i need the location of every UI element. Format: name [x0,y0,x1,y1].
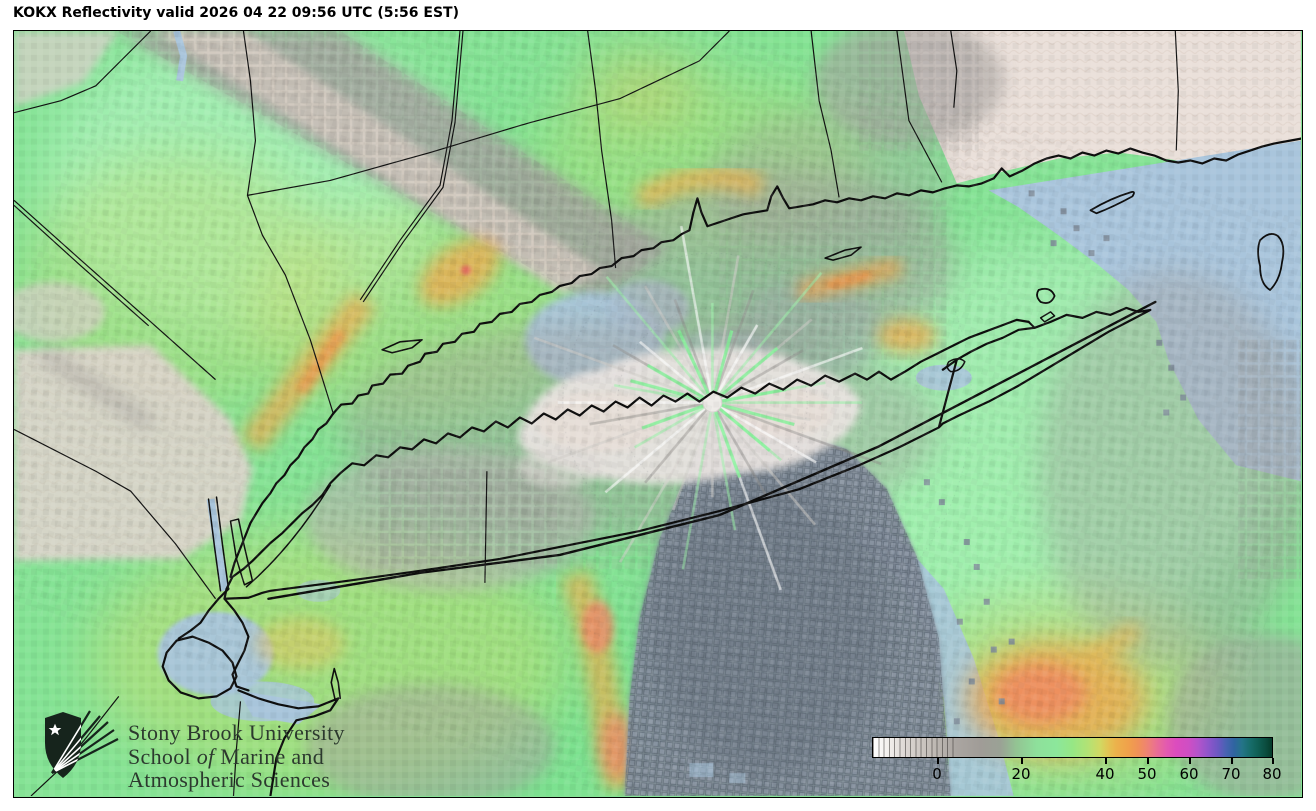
colorbar-tick [1189,758,1191,764]
sbu-shield-icon [45,710,119,778]
colorbar-tick [1021,758,1023,764]
sbu-logo-text: Stony Brook University School of Marine … [128,721,345,792]
radar-map [14,31,1301,796]
pixel-grain-overlay [14,31,1301,796]
colorbar-tick-label: 40 [1095,765,1115,783]
colorbar-tick [1272,758,1274,764]
logo-line-2: School of Marine and [128,743,325,769]
colorbar-tick [1105,758,1107,764]
logo-line-3: Atmospheric Sciences [128,767,331,792]
colorbar-tick-label: 20 [1011,765,1031,783]
sbu-logo: Stony Brook University School of Marine … [42,709,345,792]
radar-map-frame: 0 20 40 50 60 70 80 [13,30,1303,798]
colorbar-tick [1231,758,1233,764]
colorbar-tick-label: 50 [1137,765,1157,783]
colorbar-tick [937,758,939,764]
colorbar [872,737,1273,758]
colorbar-tick-label: 0 [932,765,942,783]
logo-line-1: Stony Brook University [128,720,345,745]
colorbar-tick [1147,758,1149,764]
page-title: KOKX Reflectivity valid 2026 04 22 09:56… [13,5,460,21]
colorbar-tick-label: 80 [1262,765,1282,783]
colorbar-tick-label: 70 [1221,765,1241,783]
colorbar-discrete-stripes [873,738,957,757]
colorbar-tick-label: 60 [1179,765,1199,783]
